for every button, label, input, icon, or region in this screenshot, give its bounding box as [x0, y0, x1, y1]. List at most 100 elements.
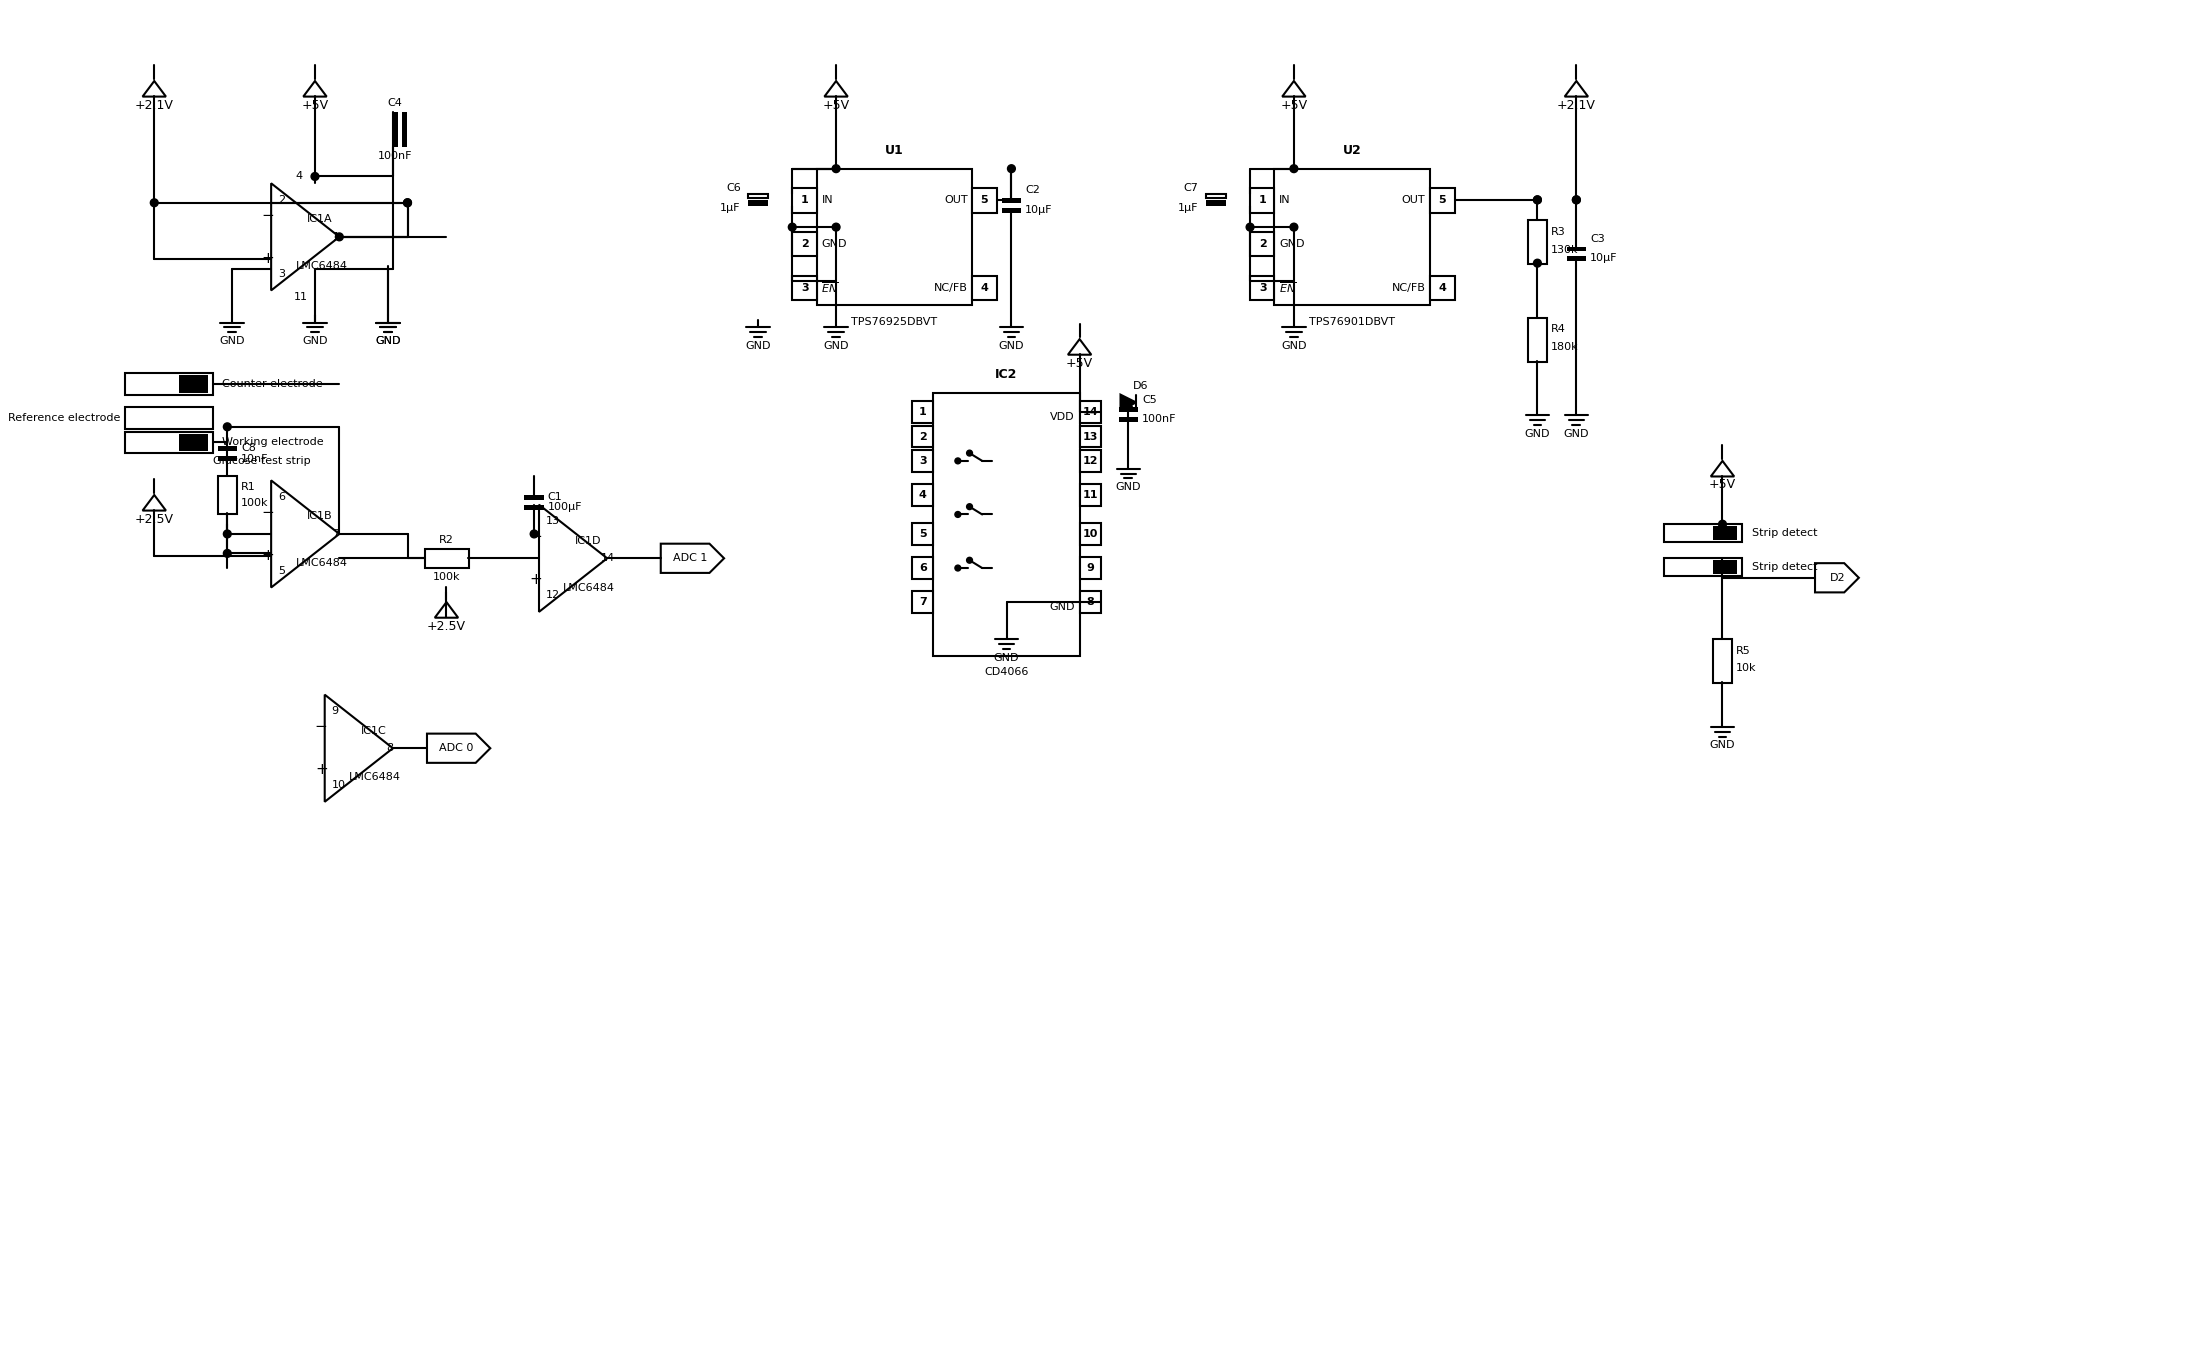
Text: IC1B: IC1B — [307, 512, 333, 521]
Text: 4: 4 — [918, 490, 927, 501]
Text: NC/FB: NC/FB — [933, 282, 968, 292]
Text: +5V: +5V — [1067, 356, 1093, 370]
Circle shape — [789, 224, 795, 231]
Text: 4: 4 — [1437, 282, 1446, 292]
Text: 1: 1 — [802, 195, 808, 205]
Bar — [1080, 524, 1102, 544]
Text: $\overline{EN}$: $\overline{EN}$ — [822, 280, 839, 295]
Text: 10: 10 — [331, 780, 346, 790]
Bar — [1713, 561, 1737, 574]
Circle shape — [955, 512, 962, 517]
Circle shape — [223, 423, 232, 431]
Text: $\overline{EN}$: $\overline{EN}$ — [1280, 280, 1297, 295]
Circle shape — [1247, 224, 1253, 231]
Text: Glucose test strip: Glucose test strip — [213, 456, 311, 466]
Text: 100k: 100k — [432, 572, 460, 582]
Text: IN: IN — [822, 195, 833, 205]
Text: GND: GND — [1564, 428, 1588, 439]
Text: R2: R2 — [438, 535, 454, 544]
Circle shape — [403, 199, 412, 207]
Circle shape — [403, 199, 412, 207]
Text: D2: D2 — [1829, 573, 1845, 582]
Text: GND: GND — [999, 341, 1023, 351]
Text: GND: GND — [1282, 341, 1306, 351]
Bar — [911, 401, 933, 423]
Text: 1: 1 — [918, 408, 927, 417]
Text: GND: GND — [1280, 239, 1306, 248]
Circle shape — [1573, 196, 1580, 203]
Bar — [1207, 194, 1225, 198]
Bar — [1001, 198, 1021, 203]
Text: Strip detect: Strip detect — [1751, 528, 1816, 537]
Circle shape — [1534, 259, 1540, 267]
Text: C5: C5 — [1142, 394, 1157, 405]
Circle shape — [1290, 165, 1297, 173]
Bar — [1080, 450, 1102, 472]
Circle shape — [223, 531, 232, 537]
Text: Counter electrode: Counter electrode — [223, 379, 322, 389]
Text: 100nF: 100nF — [377, 151, 412, 161]
Text: CD4066: CD4066 — [984, 667, 1030, 678]
Text: GND: GND — [822, 239, 848, 248]
Bar — [1663, 524, 1742, 542]
Text: 11: 11 — [294, 292, 307, 303]
Bar — [1527, 221, 1547, 265]
Text: GND: GND — [1525, 428, 1551, 439]
Bar — [1431, 276, 1455, 300]
Text: GND: GND — [995, 653, 1019, 663]
Bar — [1001, 207, 1021, 213]
Text: 5: 5 — [979, 195, 988, 205]
Text: LMC6484: LMC6484 — [563, 582, 616, 592]
Circle shape — [1008, 165, 1014, 173]
Text: 1: 1 — [333, 232, 340, 241]
Text: OUT: OUT — [944, 195, 968, 205]
Bar — [1527, 318, 1547, 361]
Text: IC1A: IC1A — [307, 214, 333, 224]
Text: 6: 6 — [918, 563, 927, 573]
Text: +2.1V: +2.1V — [136, 98, 173, 112]
Circle shape — [966, 558, 973, 563]
Text: 1: 1 — [1260, 195, 1266, 205]
Text: 3: 3 — [1260, 282, 1266, 292]
Text: 10nF: 10nF — [241, 454, 269, 464]
Text: GND: GND — [745, 341, 771, 351]
Bar — [1080, 426, 1102, 447]
Bar — [973, 188, 997, 213]
Text: 2: 2 — [278, 195, 285, 205]
Text: GND: GND — [1709, 741, 1735, 750]
Bar — [911, 426, 933, 447]
Text: −: − — [261, 505, 274, 520]
Text: +: + — [316, 762, 329, 777]
Text: +5V: +5V — [302, 98, 329, 112]
Text: 2: 2 — [1260, 239, 1266, 248]
Text: 14: 14 — [1082, 408, 1098, 417]
Bar — [125, 431, 213, 453]
Text: IC1C: IC1C — [362, 726, 386, 735]
Text: U1: U1 — [885, 145, 905, 157]
Text: 3: 3 — [918, 456, 927, 466]
Bar — [1080, 401, 1102, 423]
Text: −: − — [316, 719, 329, 734]
Text: +5V: +5V — [822, 98, 850, 112]
Text: +: + — [261, 548, 274, 563]
Circle shape — [1534, 196, 1540, 203]
Text: +: + — [530, 573, 541, 588]
Text: 5: 5 — [1437, 195, 1446, 205]
Text: 3: 3 — [802, 282, 808, 292]
Polygon shape — [1120, 394, 1137, 411]
Text: C3: C3 — [1591, 233, 1604, 244]
Text: ADC 1: ADC 1 — [673, 554, 708, 563]
Text: IC2: IC2 — [995, 368, 1019, 381]
Bar — [749, 194, 767, 198]
Bar — [793, 188, 817, 213]
Text: 8: 8 — [386, 743, 392, 753]
Text: 130k: 130k — [1551, 244, 1578, 255]
Text: 5: 5 — [918, 529, 927, 539]
Circle shape — [966, 450, 973, 456]
Text: VDD: VDD — [1049, 412, 1076, 421]
Text: 8: 8 — [1087, 597, 1093, 607]
Text: C8: C8 — [241, 443, 256, 453]
Bar — [933, 393, 1080, 656]
Circle shape — [1290, 224, 1297, 231]
Bar — [1251, 188, 1275, 213]
